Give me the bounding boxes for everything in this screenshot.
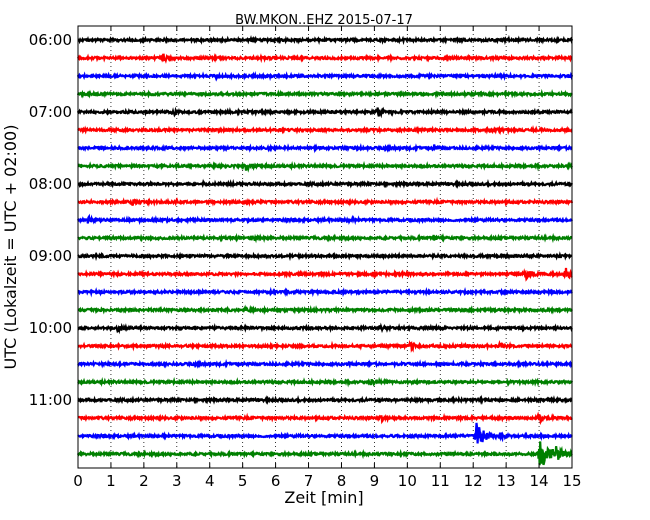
x-tick-label: 6 <box>271 472 281 490</box>
seismic-trace-1015 <box>77 339 573 353</box>
x-tick-label: 12 <box>464 472 483 490</box>
seismic-trace-0730 <box>77 143 573 154</box>
seismic-trace-0600 <box>77 34 574 46</box>
y-tick-label: 08:00 <box>29 175 72 193</box>
x-tick-label: 8 <box>337 472 347 490</box>
seismic-trace-0645 <box>76 88 573 99</box>
x-tick-label: 5 <box>238 472 248 490</box>
x-tick-label: 7 <box>304 472 314 490</box>
x-tick-label: 10 <box>398 472 417 490</box>
seismic-trace-1030 <box>77 358 573 369</box>
y-tick-label: 07:00 <box>29 103 72 121</box>
y-tick-label: 06:00 <box>29 31 72 49</box>
x-tick-label: 3 <box>172 472 182 490</box>
seismic-trace-1045 <box>77 376 574 388</box>
seismic-trace-0815 <box>77 196 574 208</box>
seismic-trace-0830 <box>76 213 574 226</box>
x-tick-label: 4 <box>205 472 215 490</box>
x-tick-label: 9 <box>370 472 380 490</box>
seismic-trace-0715 <box>77 125 573 136</box>
seismic-trace-0900 <box>77 251 573 262</box>
seismic-trace-0845 <box>77 232 573 244</box>
y-tick-label: 09:00 <box>29 247 72 265</box>
x-tick-label: 1 <box>106 472 116 490</box>
trace-layer <box>76 34 574 466</box>
x-tick-label: 13 <box>497 472 516 490</box>
seismic-trace-0915 <box>77 267 573 282</box>
y-axis-label: UTC (Lokalzeit = UTC + 02:00) <box>1 125 20 370</box>
seismic-trace-1100 <box>77 394 573 406</box>
seismic-trace-0930 <box>77 286 573 298</box>
x-tick-label: 14 <box>530 472 549 490</box>
seismic-trace-0615 <box>76 52 573 64</box>
x-tick-label: 11 <box>431 472 450 490</box>
chart-title: BW.MKON..EHZ 2015-07-17 <box>235 13 413 28</box>
x-tick-label: 0 <box>73 472 83 490</box>
seismic-trace-0800 <box>77 178 574 189</box>
seismic-trace-0700 <box>76 106 573 119</box>
x-tick-label: 15 <box>562 472 581 490</box>
seismic-trace-0945 <box>77 304 573 316</box>
plot-frame <box>77 25 573 469</box>
y-tick-label: 10:00 <box>29 319 72 337</box>
x-tick-label: 2 <box>139 472 149 490</box>
seismic-trace-0630 <box>76 70 574 82</box>
seismic-trace-1130 <box>77 422 573 444</box>
grid-lines <box>110 26 540 468</box>
seismic-trace-1000 <box>77 322 573 335</box>
x-axis-label: Zeit [min] <box>284 488 363 507</box>
y-tick-label: 11:00 <box>29 391 72 409</box>
tick-layer: 0 1 2 3 4 5 6 7 8 9 10 11 12 13 14 1506:0007:0008:0009:… <box>29 26 582 490</box>
seismic-trace-1145 <box>76 441 573 466</box>
seismic-trace-1115 <box>77 411 573 426</box>
seismic-trace-0745 <box>77 160 573 173</box>
